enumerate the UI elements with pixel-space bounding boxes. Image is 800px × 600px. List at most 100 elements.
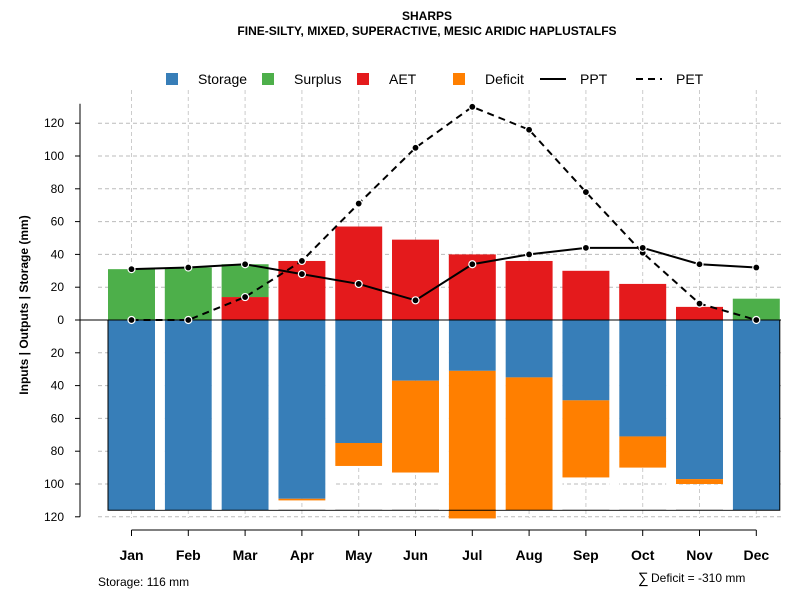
x-tick-label: Jul [462, 547, 482, 563]
ppt-point [638, 243, 647, 252]
surplus-bar [732, 298, 780, 320]
y-tick-label: 60 [51, 411, 65, 425]
deficit-bar [335, 443, 383, 466]
bar-gap [325, 320, 336, 510]
x-tick-label: Sep [573, 547, 599, 563]
storage-bar [164, 320, 212, 511]
pet-point [297, 256, 306, 266]
y-tick-label: 0 [57, 313, 64, 327]
chart-subtitle: FINE-SILTY, MIXED, SUPERACTIVE, MESIC AR… [237, 24, 616, 38]
storage-note: Storage: 116 mm [98, 575, 189, 589]
aet-bar [335, 226, 383, 320]
pet-point [524, 125, 534, 134]
storage-bar [505, 320, 553, 378]
deficit-bar [392, 380, 439, 473]
legend-swatch-surplus [262, 73, 274, 85]
legend-label-aet: AET [389, 71, 417, 87]
ppt-point [354, 279, 363, 289]
bar-gap [382, 320, 392, 510]
legend-label-surplus: Surplus [294, 71, 341, 87]
ppt-point [127, 265, 136, 274]
bar-series [108, 226, 780, 519]
bar-gap [552, 320, 563, 510]
storage-bar [335, 320, 383, 443]
legend-label-deficit: Deficit [485, 71, 524, 87]
pet-point [695, 299, 704, 308]
aet-bar [392, 239, 439, 320]
x-tick-label: Dec [743, 547, 769, 563]
storage-bar [676, 320, 723, 480]
bar-frames [80, 319, 781, 511]
ppt-point [695, 260, 704, 269]
pet-point [581, 187, 591, 197]
ppt-point [468, 260, 477, 269]
legend-swatch-aet [357, 73, 369, 85]
x-tick-label: Mar [233, 547, 258, 563]
y-tick-label: 80 [51, 444, 65, 458]
x-tick-label: May [345, 547, 372, 563]
storage-bar [278, 320, 326, 499]
y-tick-label: 80 [51, 182, 65, 196]
pet-point [354, 199, 363, 208]
line-series [127, 102, 761, 325]
legend-label-pet: PET [676, 71, 704, 87]
y-tick-label: 60 [51, 215, 65, 229]
storage-bar [562, 320, 610, 401]
bar-gap [211, 320, 222, 510]
deficit-bar [562, 400, 610, 478]
y-tick-label: 120 [44, 116, 64, 130]
x-tick-label: Apr [290, 547, 315, 563]
pet-point [752, 315, 761, 325]
aet-bar [505, 260, 553, 320]
deficit-bar [278, 498, 326, 501]
bar-gap [439, 320, 449, 510]
x-tick-label: Aug [515, 547, 542, 563]
x-tick-label: Feb [176, 547, 201, 563]
ppt-point [411, 296, 420, 305]
legend-swatch-deficit [453, 73, 465, 85]
surplus-bar [164, 267, 212, 320]
ppt-line [131, 246, 757, 302]
y-tick-label: 20 [51, 280, 65, 294]
bar-gap [723, 320, 733, 510]
deficit-bar [448, 370, 496, 519]
storage-bar [108, 320, 155, 511]
y-tick-label: 120 [44, 510, 64, 524]
legend-swatch-storage [166, 73, 178, 85]
pet-point [127, 315, 136, 325]
y-tick-label: 40 [51, 379, 65, 393]
storage-bar [732, 320, 780, 511]
x-tick-label: Jun [403, 547, 428, 563]
deficit-bar [505, 377, 553, 511]
storage-bar [221, 320, 269, 511]
bar-gap [268, 320, 279, 510]
y-tick-label: 100 [44, 149, 64, 163]
ppt-point [524, 250, 534, 259]
bar-gap [155, 320, 165, 510]
pet-point [241, 292, 250, 302]
legend: Storage Surplus AET Deficit PPT PET [166, 71, 704, 87]
chart-title: SHARPS [402, 9, 452, 23]
aet-bar [676, 306, 723, 320]
x-tick-label: Nov [686, 547, 713, 563]
storage-bar [448, 320, 496, 371]
bar-gap [609, 320, 620, 510]
pet-point [468, 102, 477, 111]
aet-bar [619, 283, 667, 320]
y-axis-label: Inputs | Outputs | Storage (mm) [17, 215, 31, 394]
aet-bar [221, 297, 269, 320]
surplus-bar [108, 269, 155, 320]
legend-label-ppt: PPT [580, 71, 608, 87]
legend-label-storage: Storage [198, 71, 247, 87]
storage-bar [392, 320, 439, 381]
ppt-point [581, 243, 591, 252]
ppt-point [184, 263, 193, 272]
bar-gap [666, 320, 676, 510]
y-tick-label: 40 [51, 247, 65, 261]
ppt-point [241, 260, 250, 269]
sum-symbol: ∑ [638, 570, 649, 587]
deficit-note: Deficit = -310 mm [651, 571, 745, 585]
aet-bar [278, 260, 326, 320]
y-tick-label: 100 [44, 477, 64, 491]
